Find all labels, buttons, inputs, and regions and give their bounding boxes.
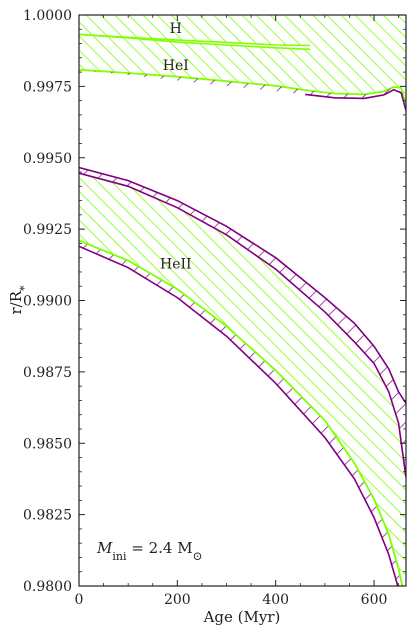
zone-label-hei: HeI: [163, 58, 189, 74]
tick-labels: 0 200 400 600 0.9800 0.9825 0.9850 0.9875 0.9900…: [23, 8, 387, 608]
plot-area: [79, 15, 406, 586]
axis-ticks: [78, 14, 406, 587]
y-tick-label: 0.9825: [23, 508, 72, 524]
heii-zone-bottom-edge: [79, 239, 404, 586]
zone-labels: H HeI HeII: [160, 21, 192, 273]
y-tick-label: 0.9925: [23, 222, 72, 238]
mass-annotation: Mini = 2.4 M⊙: [96, 539, 203, 563]
y-tick-label: 0.9950: [23, 151, 72, 167]
y-tick-label: 0.9850: [23, 436, 72, 452]
y-tick-label: 0.9900: [23, 294, 72, 310]
zone-label-h: H: [170, 21, 182, 37]
x-tick-label: 200: [164, 592, 191, 608]
zone-label-heii: HeII: [160, 256, 192, 272]
heii-zone-fill: [79, 173, 406, 586]
y-tick-label: 0.9975: [23, 79, 72, 95]
hei-zone-fill: [79, 15, 406, 105]
heii-overshoot-top-edge: [79, 166, 406, 404]
heii-overshoot-bottom-edge: [79, 245, 399, 586]
x-tick-label: 400: [262, 592, 289, 608]
heii-overshoot-top-fill: [79, 167, 406, 478]
y-axis-label: r/R*: [7, 285, 31, 315]
x-axis-label: Age (Myr): [203, 608, 281, 626]
x-tick-label: 600: [361, 592, 388, 608]
y-tick-label: 0.9800: [23, 579, 72, 595]
y-tick-label: 1.0000: [23, 8, 72, 24]
heii-zone-top-edge: [79, 172, 406, 478]
hei-overshoot-edge: [305, 88, 406, 111]
h-zone-lower-edge: [79, 33, 311, 51]
y-tick-label: 0.9875: [23, 365, 72, 381]
x-tick-label: 0: [75, 592, 84, 608]
